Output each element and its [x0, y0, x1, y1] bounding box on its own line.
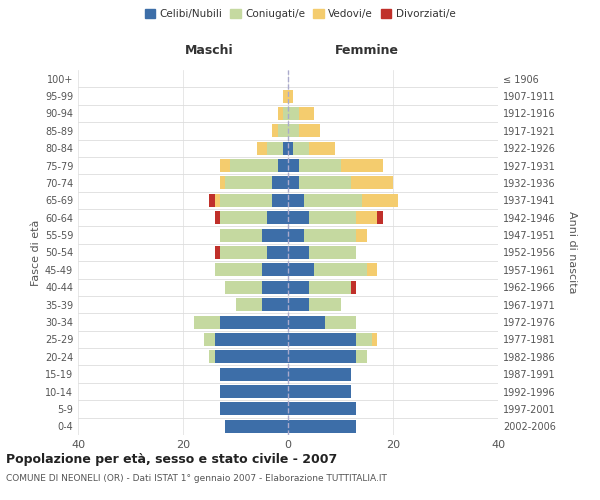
Bar	[288, 298, 309, 311]
Bar	[220, 211, 267, 224]
Text: COMUNE DI NEONELI (OR) - Dati ISTAT 1° gennaio 2007 - Elaborazione TUTTITALIA.IT: COMUNE DI NEONELI (OR) - Dati ISTAT 1° g…	[6, 474, 387, 483]
Bar	[215, 333, 288, 346]
Bar	[288, 228, 304, 241]
Bar	[262, 280, 288, 294]
Bar	[225, 280, 262, 294]
Bar	[299, 107, 314, 120]
Bar	[272, 124, 277, 138]
Bar	[272, 176, 288, 190]
Bar	[267, 142, 283, 154]
Bar	[288, 194, 304, 207]
Bar	[277, 107, 283, 120]
Bar	[220, 368, 288, 380]
Bar	[304, 194, 361, 207]
Bar	[215, 194, 220, 207]
Text: Maschi: Maschi	[185, 44, 233, 58]
Bar	[288, 107, 299, 120]
Bar	[288, 211, 309, 224]
Bar	[230, 159, 277, 172]
Bar	[309, 211, 356, 224]
Bar	[356, 350, 367, 364]
Bar	[220, 176, 225, 190]
Bar	[288, 420, 356, 433]
Bar	[235, 298, 262, 311]
Bar	[277, 124, 288, 138]
Bar	[288, 368, 351, 380]
Bar	[288, 176, 299, 190]
Y-axis label: Fasce di età: Fasce di età	[31, 220, 41, 286]
Bar	[361, 194, 398, 207]
Bar	[288, 264, 314, 276]
Bar	[288, 350, 356, 364]
Bar	[288, 246, 309, 259]
Bar	[377, 211, 383, 224]
Bar	[283, 107, 288, 120]
Bar	[277, 159, 288, 172]
Bar	[262, 298, 288, 311]
Bar	[309, 298, 341, 311]
Y-axis label: Anni di nascita: Anni di nascita	[567, 211, 577, 294]
Bar	[309, 142, 335, 154]
Bar	[262, 264, 288, 276]
Bar	[220, 228, 262, 241]
Bar	[215, 350, 288, 364]
Bar	[220, 159, 230, 172]
Legend: Celibi/Nubili, Coniugati/e, Vedovi/e, Divorziati/e: Celibi/Nubili, Coniugati/e, Vedovi/e, Di…	[140, 5, 460, 24]
Bar	[341, 159, 383, 172]
Bar	[367, 264, 377, 276]
Bar	[225, 420, 288, 433]
Text: Popolazione per età, sesso e stato civile - 2007: Popolazione per età, sesso e stato civil…	[6, 452, 337, 466]
Bar	[215, 246, 220, 259]
Bar	[209, 350, 215, 364]
Bar	[220, 246, 267, 259]
Bar	[325, 316, 356, 328]
Bar	[204, 333, 215, 346]
Bar	[288, 142, 293, 154]
Bar	[288, 159, 299, 172]
Bar	[351, 280, 356, 294]
Bar	[299, 124, 320, 138]
Bar	[262, 228, 288, 241]
Bar	[356, 333, 372, 346]
Bar	[288, 124, 299, 138]
Bar	[272, 194, 288, 207]
Bar	[283, 142, 288, 154]
Bar	[299, 176, 351, 190]
Text: Femmine: Femmine	[335, 44, 399, 58]
Bar	[215, 264, 262, 276]
Bar	[372, 333, 377, 346]
Bar	[356, 228, 367, 241]
Bar	[209, 194, 215, 207]
Bar	[283, 90, 288, 102]
Bar	[215, 211, 220, 224]
Bar	[309, 246, 356, 259]
Bar	[288, 402, 356, 415]
Bar	[257, 142, 267, 154]
Bar	[220, 316, 288, 328]
Bar	[288, 316, 325, 328]
Bar	[293, 142, 309, 154]
Bar	[288, 90, 293, 102]
Bar	[267, 211, 288, 224]
Bar	[351, 176, 393, 190]
Bar	[299, 159, 341, 172]
Bar	[220, 194, 272, 207]
Bar	[304, 228, 356, 241]
Bar	[288, 280, 309, 294]
Bar	[356, 211, 377, 224]
Bar	[267, 246, 288, 259]
Bar	[225, 176, 272, 190]
Bar	[309, 280, 351, 294]
Bar	[288, 385, 351, 398]
Bar	[314, 264, 367, 276]
Bar	[288, 333, 356, 346]
Bar	[220, 402, 288, 415]
Bar	[193, 316, 220, 328]
Bar	[220, 385, 288, 398]
